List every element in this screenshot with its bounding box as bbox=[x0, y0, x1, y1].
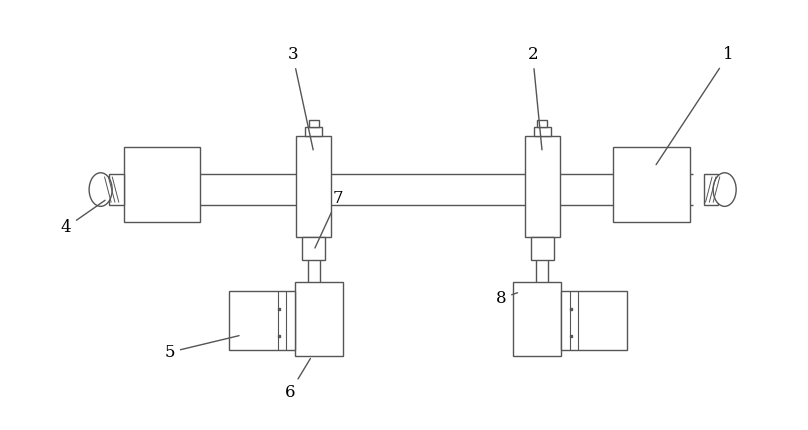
Bar bbox=[704, 174, 718, 206]
Bar bbox=[229, 291, 295, 350]
Bar bbox=[309, 120, 318, 127]
Bar bbox=[305, 127, 322, 136]
Bar bbox=[124, 147, 200, 222]
Text: 4: 4 bbox=[61, 200, 105, 236]
Bar bbox=[613, 147, 690, 222]
Text: 5: 5 bbox=[165, 336, 239, 361]
Ellipse shape bbox=[89, 173, 112, 206]
Bar bbox=[513, 282, 562, 356]
Bar bbox=[297, 136, 331, 237]
Text: 3: 3 bbox=[288, 46, 314, 150]
Bar bbox=[531, 237, 553, 260]
Text: 8: 8 bbox=[495, 290, 518, 307]
Text: 7: 7 bbox=[315, 190, 343, 248]
Bar bbox=[537, 120, 547, 127]
Bar bbox=[533, 127, 551, 136]
Bar bbox=[525, 136, 559, 237]
Text: 1: 1 bbox=[656, 46, 734, 165]
Bar bbox=[302, 237, 326, 260]
Bar bbox=[562, 291, 627, 350]
Text: 6: 6 bbox=[284, 359, 310, 401]
Text: 2: 2 bbox=[528, 46, 542, 150]
Bar bbox=[295, 282, 343, 356]
Ellipse shape bbox=[713, 173, 736, 206]
Bar bbox=[109, 174, 124, 206]
